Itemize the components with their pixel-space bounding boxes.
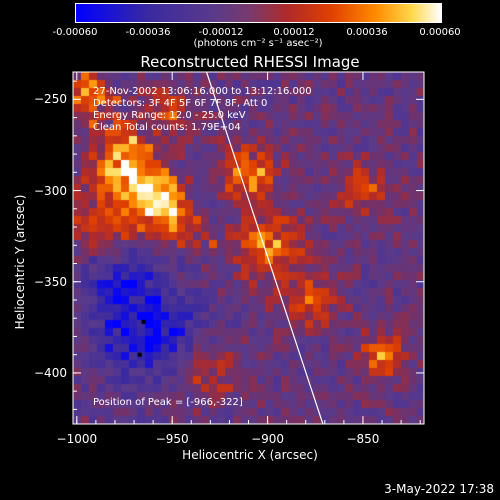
- colorbar-tick: -0.00060: [52, 27, 98, 38]
- y-tick-label: −350: [34, 274, 67, 289]
- colorbar-tick: 0.00036: [346, 27, 388, 38]
- energy-range-annotation: Energy Range: 12.0 - 25.0 keV: [93, 110, 246, 121]
- x-tick-label: −900: [251, 432, 285, 446]
- y-tick-label: −300: [34, 183, 67, 198]
- x-axis-label: Heliocentric X (arcsec): [182, 448, 318, 462]
- colorbar-tick: 0.00060: [419, 27, 461, 38]
- colorbar: [75, 3, 442, 23]
- colorbar-tick: 0.00012: [273, 27, 315, 38]
- y-tick-label: −400: [34, 365, 67, 380]
- colorbar-unit-label: (photons cm⁻² s⁻¹ asec⁻²): [193, 38, 323, 49]
- colorbar-tick: -0.00012: [198, 27, 244, 38]
- peak-position-annotation: Position of Peak = [-966,-322]: [93, 397, 243, 408]
- x-tick-label: −850: [346, 432, 380, 446]
- y-tick-marks: [73, 80, 424, 410]
- solar-limb-line: [205, 71, 324, 425]
- footer-date: 3-May-2022 17:38: [384, 482, 494, 496]
- time-range-annotation: 27-Nov-2002 13:06:16.000 to 13:12:16.000: [93, 86, 312, 97]
- y-tick-label: −250: [34, 92, 67, 107]
- colorbar-tick: -0.00036: [125, 27, 171, 38]
- clean-counts-annotation: Clean Total counts: 1.79E+04: [93, 122, 241, 133]
- chart-title: Reconstructed RHESSI Image: [140, 53, 360, 71]
- y-axis-label: Heliocentric Y (arcsec): [13, 194, 27, 330]
- heatmap-image: [73, 72, 424, 424]
- x-tick-label: −950: [155, 432, 189, 446]
- x-tick-label: −1000: [56, 432, 98, 446]
- x-tick-marks: [76, 72, 421, 424]
- detectors-annotation: Detectors: 3F 4F 5F 6F 7F 8F, Att 0: [93, 98, 268, 109]
